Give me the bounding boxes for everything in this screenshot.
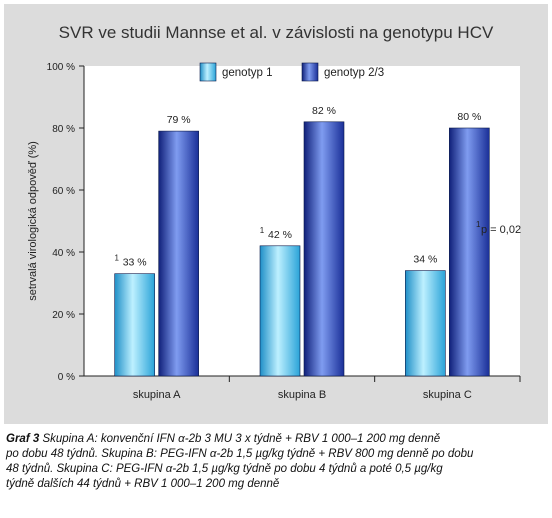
chart-title: SVR ve studii Mannse et al. v závislosti… xyxy=(59,23,494,42)
legend-label: genotyp 1 xyxy=(222,67,273,79)
bar xyxy=(158,130,199,377)
caption-line: po dobu 48 týdnů. Skupina B: PEG-IFN α-2… xyxy=(6,448,474,460)
caption-line: Skupina A: konvenční IFN α-2b 3 MU 3 x t… xyxy=(42,433,441,445)
chart: SVR ve studii Mannse et al. v závislosti… xyxy=(4,4,548,424)
legend-swatch xyxy=(301,62,319,82)
legend-swatch xyxy=(199,62,217,82)
caption-line: týdně dalších 44 týdnů + RBV 1 000–1 200… xyxy=(6,478,280,490)
data-label: 79 % xyxy=(167,114,191,126)
x-tick-label: skupina B xyxy=(278,389,326,401)
bar xyxy=(114,273,155,377)
figure-caption: Graf 3 Skupina A: konvenční IFN α-2b 3 M… xyxy=(6,432,546,492)
y-tick-label: 100 % xyxy=(47,62,75,73)
data-label-superscript: 1 xyxy=(260,226,265,235)
caption-line: 48 týdnů. Skupina C: PEG-IFN α-2b 1,5 µg… xyxy=(6,463,443,475)
data-label: 33 % xyxy=(123,257,147,269)
x-tick-label: skupina C xyxy=(423,389,472,401)
x-tick-label: skupina A xyxy=(133,389,181,401)
annotation-text: p = 0,02 xyxy=(481,224,521,236)
annotation-sup: 1 xyxy=(476,220,481,229)
bar xyxy=(259,245,301,377)
caption-label: Graf 3 xyxy=(6,433,40,445)
y-tick-label: 0 % xyxy=(58,372,75,383)
data-label: 42 % xyxy=(268,229,292,241)
bar xyxy=(449,127,490,377)
plot-area xyxy=(84,66,520,376)
y-tick-label: 40 % xyxy=(52,248,75,259)
data-label-superscript: 1 xyxy=(114,254,119,263)
y-tick-label: 20 % xyxy=(52,310,75,321)
data-label: 34 % xyxy=(413,254,437,266)
bar xyxy=(405,270,446,377)
bar xyxy=(303,121,345,377)
data-label: 82 % xyxy=(312,105,336,117)
data-label: 80 % xyxy=(457,111,481,123)
y-axis-label: setrvalá virologická odpověď (%) xyxy=(27,141,39,301)
legend-label: genotyp 2/3 xyxy=(324,67,384,79)
y-tick-label: 60 % xyxy=(52,186,75,197)
y-tick-label: 80 % xyxy=(52,124,75,135)
